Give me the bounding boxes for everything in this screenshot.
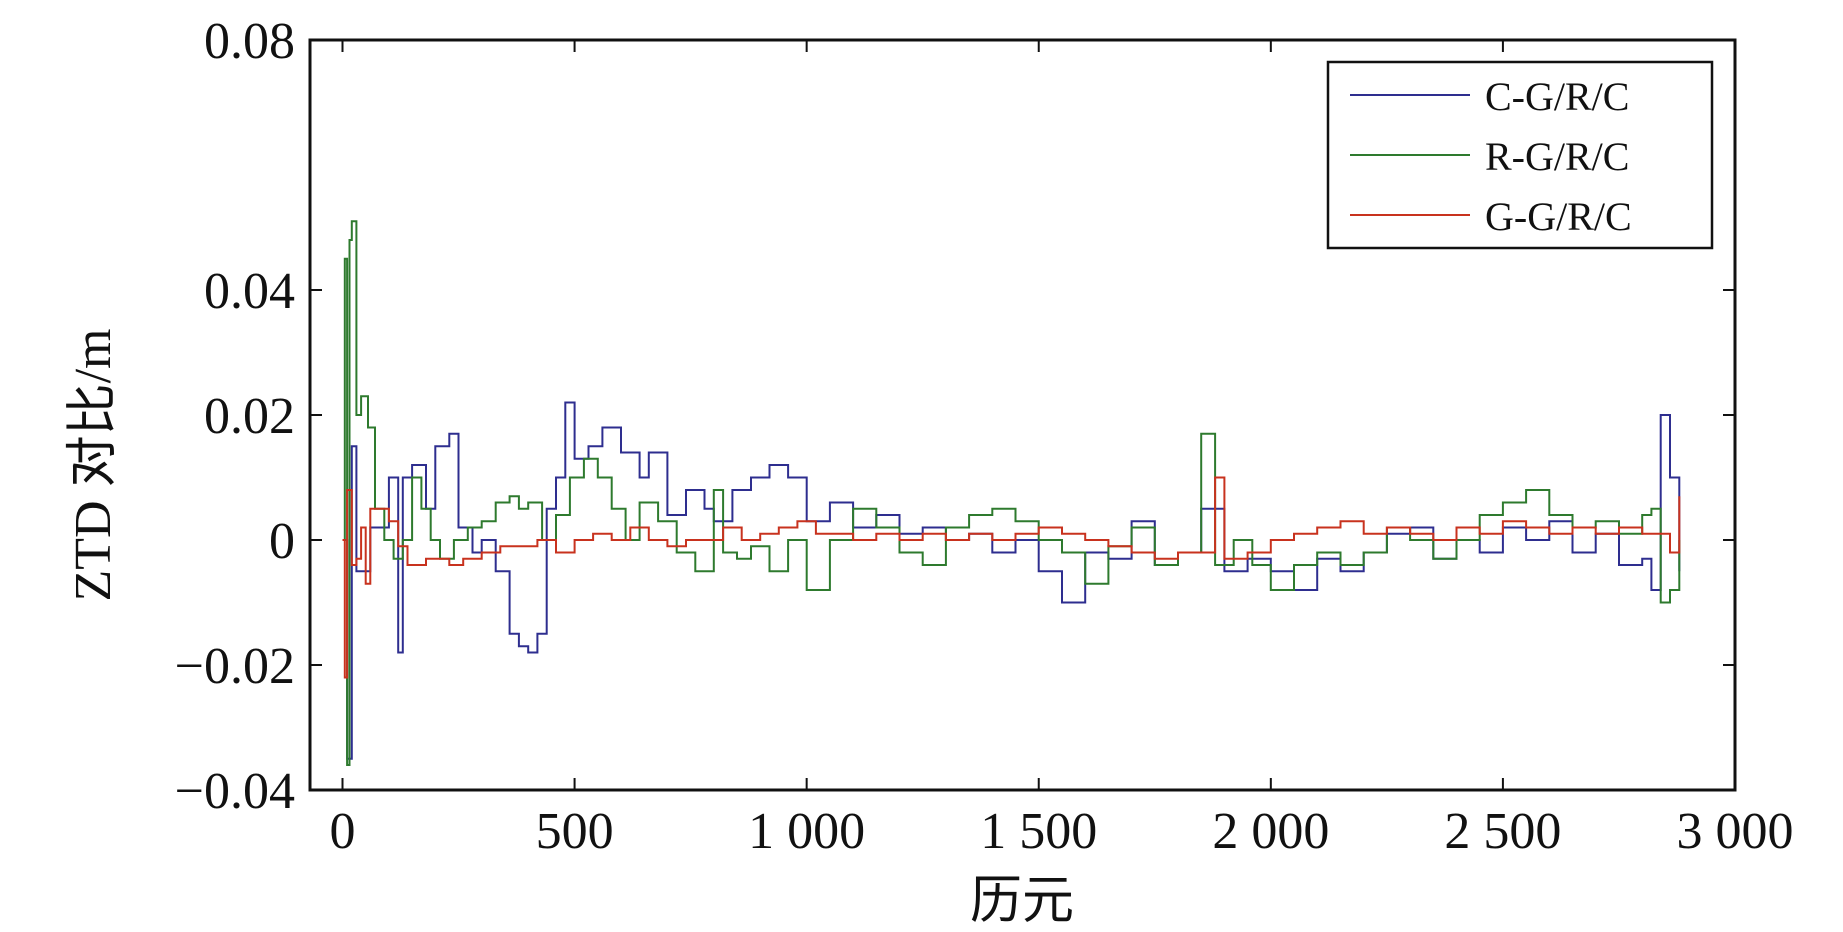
x-tick-label: 2 000 — [1212, 803, 1329, 860]
x-tick-label: 1 500 — [980, 803, 1097, 860]
y-axis-title: ZTD 对比/m — [65, 329, 122, 602]
x-axis-title: 历元 — [970, 873, 1074, 930]
y-tick-label: 0.02 — [204, 388, 295, 445]
series-line-3 — [342, 476, 1681, 679]
x-tick-label: 2 500 — [1444, 803, 1561, 860]
y-tick-label: 0.08 — [204, 13, 295, 70]
legend-label-2: R-G/R/C — [1485, 134, 1629, 179]
y-tick-label: 0 — [269, 513, 295, 570]
series-layer — [342, 220, 1681, 766]
x-tick-label: 3 000 — [1677, 803, 1794, 860]
y-tick-label: −0.04 — [175, 763, 295, 820]
y-tick-label: −0.02 — [175, 638, 295, 695]
tick-layer: 0 500 1 000 1 500 2 000 2 500 3 000 −0.04 −0.02 0… — [175, 13, 1794, 860]
legend-label-3: G-G/R/C — [1485, 194, 1632, 239]
x-tick-label: 0 — [329, 803, 355, 860]
legend-label-1: C-G/R/C — [1485, 74, 1629, 119]
x-tick-label: 1 000 — [748, 803, 865, 860]
x-tick-label: 500 — [536, 803, 614, 860]
legend: C-G/R/C R-G/R/C G-G/R/C — [1326, 60, 1714, 250]
y-tick-label: 0.04 — [204, 263, 295, 320]
